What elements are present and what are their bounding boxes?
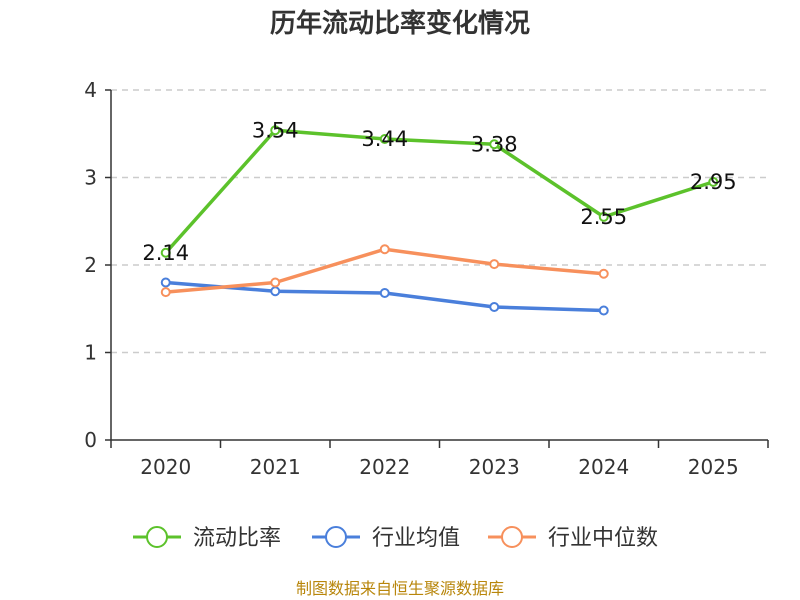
y-tick-label-0: 0 [84,428,97,452]
data-point-0-1 [270,125,281,136]
data-point-0-0 [160,247,171,258]
axes: 0 1 2 3 4 2020 2021 2022 2023 2024 2025 [84,78,769,479]
data-point-0-5 [708,176,719,187]
x-tick-label-2020: 2020 [140,455,191,479]
data-point-1-4 [598,305,609,316]
series-line-2 [165,247,604,294]
data-point-1-2 [379,288,390,298]
data-point-2-3 [489,259,500,270]
source-note: 制图数据来自恒生聚源数据库 [296,579,504,598]
data-point-2-2 [379,244,390,255]
grid [111,89,768,354]
x-tick-label-2022: 2022 [359,455,410,479]
legend-label-1: 行业均值 [372,526,460,551]
y-tick-label-3: 3 [84,166,97,190]
data-point-2-4 [598,268,609,279]
data-point-0-4 [598,211,609,222]
y-tick-label-1: 1 [84,341,97,365]
x-tick-label-2024: 2024 [578,455,629,479]
data-point-0-3 [489,139,500,150]
legend: 流动比率 行业均值 行业中位数 [133,526,658,551]
chart-title: 历年流动比率变化情况 [270,8,530,39]
data-point-1-1 [270,286,281,297]
data-label-0-4: 2.55 [580,205,627,229]
data-label-0-1: 3.54 [252,118,299,142]
legend-label-0: 流动比率 [193,526,281,551]
data-label-0-5: 2.95 [690,170,737,194]
x-tick-label-2023: 2023 [469,455,520,479]
data-point-0-2 [379,134,390,144]
legend-marker-2 [501,526,523,548]
legend-marker-1 [325,526,347,548]
legend-marker-0 [146,526,168,548]
data-label-0-2: 3.44 [361,127,408,151]
data-label-0-3: 3.38 [471,132,518,156]
x-tick-label-2021: 2021 [250,455,301,479]
legend-label-2: 行业中位数 [548,526,658,551]
series-line-0 [164,128,714,254]
x-tick-label-2025: 2025 [688,455,739,479]
data-point-1-0 [160,277,171,288]
data-point-2-1 [270,277,281,288]
data-point-2-0 [160,287,171,298]
y-tick-label-2: 2 [84,253,97,277]
data-label-0-0: 2.14 [142,241,189,265]
data-point-1-3 [489,302,500,312]
y-tick-label-4: 4 [84,78,97,102]
data-labels: 2.14 3.54 3.44 3.38 2.55 2.95 [142,118,736,265]
series-lines [160,125,719,316]
